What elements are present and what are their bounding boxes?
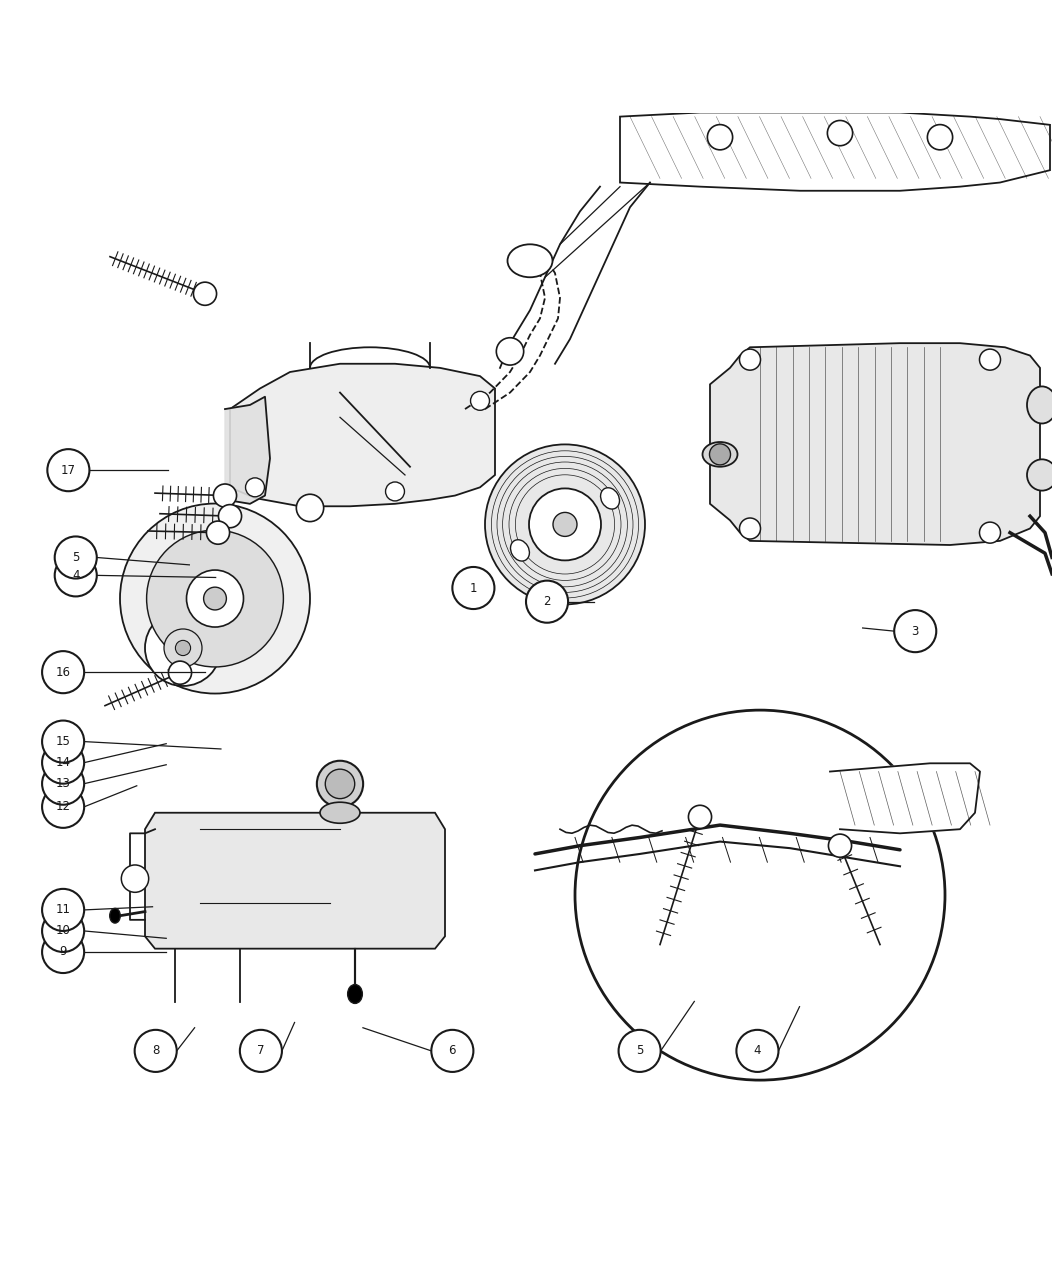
Polygon shape (830, 764, 980, 834)
Ellipse shape (320, 802, 360, 824)
Circle shape (485, 444, 645, 604)
Circle shape (47, 450, 89, 492)
Ellipse shape (601, 488, 620, 510)
Ellipse shape (510, 540, 529, 561)
Circle shape (240, 1029, 282, 1071)
Text: 7: 7 (257, 1045, 265, 1057)
Circle shape (121, 865, 148, 893)
Text: 1: 1 (469, 581, 478, 595)
Circle shape (42, 785, 84, 827)
Circle shape (709, 444, 730, 465)
Circle shape (55, 554, 97, 596)
Circle shape (206, 521, 229, 544)
Circle shape (740, 518, 761, 539)
Text: 5: 5 (635, 1045, 644, 1057)
Text: 10: 10 (56, 925, 70, 937)
Ellipse shape (703, 442, 737, 466)
Ellipse shape (109, 908, 120, 923)
Text: 11: 11 (56, 903, 70, 917)
Circle shape (385, 481, 404, 501)
Circle shape (827, 120, 852, 146)
Circle shape (619, 1029, 661, 1071)
Circle shape (186, 570, 243, 627)
Circle shape (204, 587, 226, 610)
Circle shape (42, 911, 84, 951)
Circle shape (245, 478, 264, 497)
Circle shape (979, 522, 1000, 543)
Circle shape (553, 512, 576, 536)
Circle shape (146, 530, 283, 667)
Circle shape (529, 488, 601, 561)
Polygon shape (145, 812, 445, 949)
Circle shape (736, 1029, 778, 1071)
Text: 5: 5 (72, 550, 80, 564)
Ellipse shape (1027, 460, 1052, 490)
Text: 16: 16 (56, 665, 70, 678)
Circle shape (325, 769, 355, 798)
Circle shape (297, 494, 324, 521)
Circle shape (55, 536, 97, 578)
Circle shape (120, 503, 310, 693)
Circle shape (317, 761, 363, 807)
Polygon shape (225, 397, 270, 504)
Ellipse shape (1027, 387, 1052, 424)
Text: 3: 3 (911, 624, 919, 637)
Circle shape (168, 661, 191, 684)
Circle shape (470, 391, 489, 410)
Circle shape (42, 889, 84, 931)
Circle shape (164, 630, 202, 667)
Circle shape (497, 337, 524, 365)
Text: 4: 4 (72, 568, 80, 582)
Circle shape (526, 581, 568, 623)
Circle shape (979, 349, 1000, 370)
Text: 9: 9 (59, 945, 67, 959)
Circle shape (452, 567, 494, 609)
Circle shape (894, 610, 936, 653)
Circle shape (928, 125, 953, 149)
Text: 13: 13 (56, 778, 70, 790)
Circle shape (194, 282, 217, 305)
Circle shape (135, 1029, 177, 1071)
Ellipse shape (347, 985, 362, 1004)
Circle shape (431, 1029, 473, 1071)
Circle shape (828, 834, 851, 857)
Text: 4: 4 (753, 1045, 762, 1057)
Ellipse shape (507, 244, 552, 277)
Text: 17: 17 (61, 464, 76, 476)
Circle shape (42, 651, 84, 693)
Text: 15: 15 (56, 736, 70, 748)
Text: 6: 6 (448, 1045, 457, 1057)
Circle shape (707, 125, 732, 149)
Circle shape (42, 762, 84, 805)
Circle shape (740, 349, 761, 370)
Polygon shape (620, 112, 1050, 190)
Circle shape (42, 742, 84, 784)
Text: 12: 12 (56, 801, 70, 813)
Circle shape (575, 710, 945, 1080)
Circle shape (145, 610, 221, 686)
Circle shape (214, 484, 237, 507)
Circle shape (688, 806, 711, 829)
Text: 2: 2 (543, 595, 551, 608)
Text: 8: 8 (151, 1045, 160, 1057)
Circle shape (42, 720, 84, 762)
Circle shape (176, 640, 190, 655)
Circle shape (42, 931, 84, 973)
Circle shape (219, 504, 242, 527)
Polygon shape (710, 344, 1040, 545)
Text: 14: 14 (56, 756, 70, 769)
Polygon shape (230, 364, 495, 506)
